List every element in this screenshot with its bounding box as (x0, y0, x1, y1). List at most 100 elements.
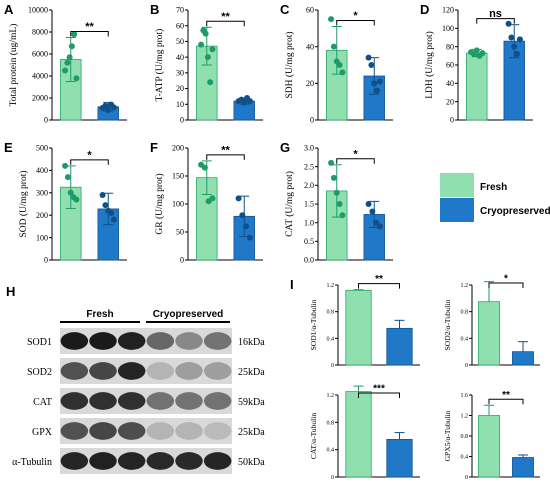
y-tick-label: 0 (180, 256, 184, 265)
data-point (479, 50, 486, 57)
y-tick-label: 80 (446, 42, 454, 51)
y-tick-label: 70 (176, 6, 184, 15)
y-tick-label: 20 (176, 84, 184, 93)
western-blot-panel: H Fresh Cryopreserved SOD1 16kDa SOD2 25kDa… (6, 284, 265, 474)
data-point (110, 216, 117, 223)
y-tick-label: 50 (176, 37, 184, 46)
data-point (64, 59, 71, 66)
blot-row: GPX 25kDa (32, 418, 265, 444)
significance-label: * (504, 274, 508, 285)
significance-bracket (488, 398, 524, 405)
blot-band (117, 392, 146, 410)
blot-band (175, 452, 203, 470)
y-tick-label: 0 (44, 116, 48, 125)
y-tick-label: 6000 (32, 50, 48, 59)
significance-label: ** (375, 274, 383, 285)
data-point (365, 201, 372, 207)
blot-band (117, 422, 146, 440)
blot-band (175, 332, 203, 350)
blot-size-label: 25kDa (238, 367, 265, 378)
data-point (508, 34, 515, 41)
y-tick-label: 60 (446, 61, 454, 70)
data-point (514, 51, 521, 57)
bar-cryopreserved (386, 439, 413, 478)
y-tick-label: 60 (306, 6, 314, 15)
y-tick-label: 300 (36, 188, 48, 197)
blot-row: SOD1 16kDa (27, 328, 265, 354)
blot-band (203, 422, 232, 440)
y-tick-label: 0 (44, 256, 48, 265)
blot-band (89, 362, 117, 380)
y-tick-label: 0 (331, 475, 334, 481)
data-point (239, 212, 246, 219)
y-tick-label: 0.8 (327, 420, 335, 426)
data-point (511, 43, 518, 50)
y-tick-label: 10000 (28, 6, 48, 15)
y-tick-label: 0.8 (327, 310, 335, 316)
bar-cryopreserved (512, 351, 534, 366)
data-point (241, 99, 248, 106)
data-point (202, 30, 209, 37)
legend-label-cryo: Cryopreserved (480, 206, 550, 217)
y-tick-label: 1.2 (327, 393, 335, 399)
y-tick-label: 120 (442, 6, 454, 15)
data-point (105, 107, 112, 114)
y-tick-label: 200 (36, 211, 48, 220)
y-tick-label: 0.4 (327, 448, 335, 454)
data-point (66, 54, 73, 61)
y-axis-label: CAT (U/mg prot) (284, 171, 295, 237)
panel-letter: A (4, 2, 14, 17)
chart-panel-i4: 0 0.4 0.8 1.2 1.6 GPX5/α-Tubulin ** (443, 390, 540, 481)
y-tick-label: 10 (176, 100, 184, 109)
blot-background (60, 358, 232, 384)
blot-protein-label: SOD1 (27, 337, 52, 348)
blot-band (203, 392, 232, 410)
significance-bracket (358, 283, 400, 289)
blot-band (89, 452, 117, 470)
data-point (110, 104, 117, 111)
blot-band (175, 392, 203, 410)
y-tick-label: 1.0 (304, 218, 314, 227)
significance-bracket (206, 154, 245, 160)
data-point (73, 196, 80, 203)
data-point (330, 43, 337, 50)
bar-fresh (478, 301, 500, 366)
significance-bracket (70, 159, 109, 165)
blot-protein-label: SOD2 (27, 367, 52, 378)
y-tick-label: 1.2 (461, 414, 469, 420)
panel-letter: E (4, 140, 13, 155)
blot-band (117, 332, 146, 350)
y-tick-label: 1.2 (327, 283, 335, 289)
blot-band (146, 362, 175, 380)
blot-size-label: 16kDa (238, 337, 265, 348)
blot-size-label: 50kDa (238, 457, 265, 468)
significance-label: ** (221, 144, 230, 156)
data-point (71, 31, 78, 38)
y-tick-label: 2000 (32, 94, 48, 103)
chart-panel-c: C 0 20 40 60 SDH (U/mg prot) * (280, 2, 393, 125)
panel-letter: D (420, 2, 429, 17)
significance-bracket (488, 282, 524, 288)
y-tick-label: 0 (450, 116, 454, 125)
panel-letter: C (280, 2, 290, 17)
y-tick-label: 2.5 (304, 162, 314, 171)
y-axis-label: SDH (U/mg prot) (284, 31, 295, 98)
significance-label: ns (489, 8, 502, 20)
bar-cryopreserved (386, 327, 413, 366)
data-point (108, 209, 115, 216)
data-point (246, 234, 253, 241)
blot-band (60, 392, 89, 410)
y-tick-label: 0.4 (461, 336, 469, 342)
significance-label: * (353, 148, 358, 160)
y-tick-label: 8000 (32, 28, 48, 37)
blot-band (60, 332, 89, 350)
blot-band (89, 422, 117, 440)
y-tick-label: 4000 (32, 72, 48, 81)
data-point (328, 159, 335, 166)
y-tick-label: 0.0 (304, 256, 314, 265)
blot-row: CAT 59kDa (33, 388, 265, 414)
legend-label-fresh: Fresh (480, 182, 507, 193)
y-tick-label: 0 (180, 116, 184, 125)
data-point (64, 174, 71, 181)
